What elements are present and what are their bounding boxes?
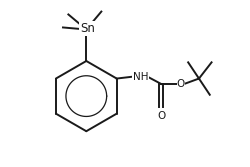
Text: O: O — [157, 111, 165, 121]
Text: Sn: Sn — [80, 22, 95, 35]
Text: NH: NH — [133, 72, 148, 82]
Text: O: O — [177, 79, 185, 89]
